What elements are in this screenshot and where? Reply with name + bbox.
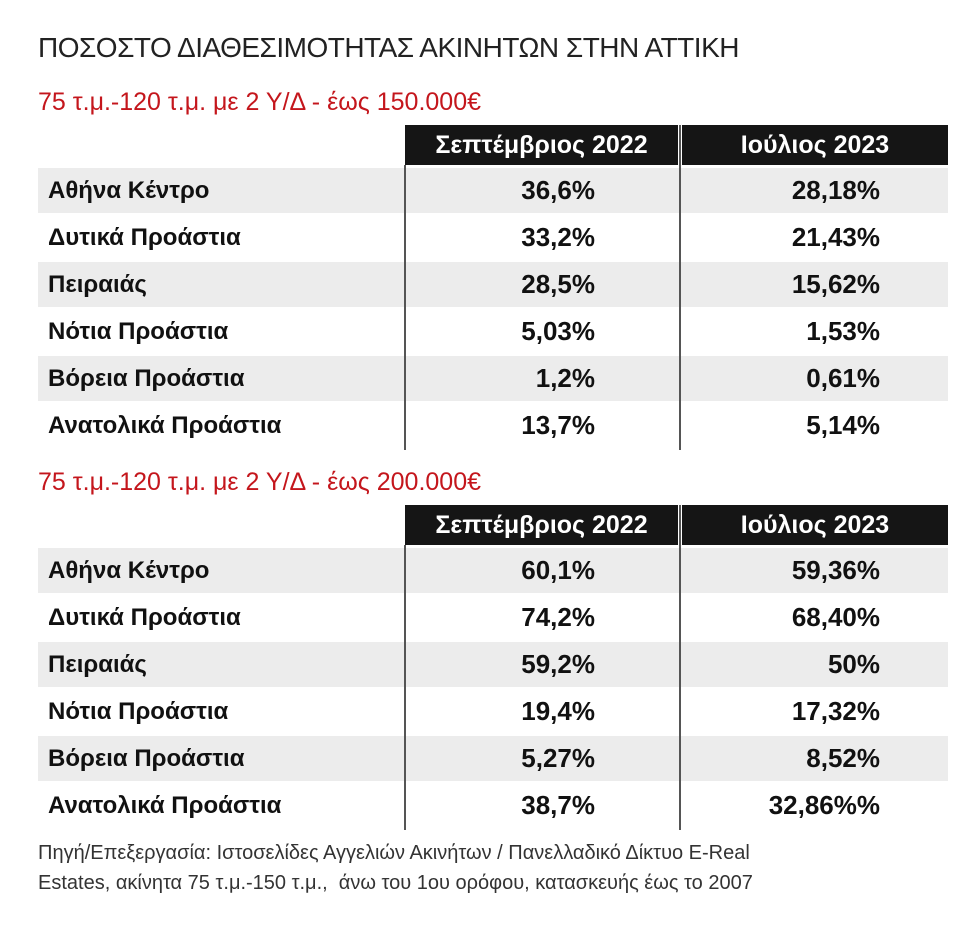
- cell-value: 33,2%: [521, 222, 595, 252]
- title: ΠΟΣΟΣΤΟ ΔΙΑΘΕΣΙΜΟΤΗΤΑΣ ΑΚΙΝΗΤΩΝ ΣΤΗΝ ΑΤΤ…: [38, 32, 739, 63]
- cell-value: 15,62%: [791, 269, 880, 299]
- row-label: Νότια Προάστια: [48, 698, 229, 725]
- row-label: Αθήνα Κέντρο: [48, 557, 210, 584]
- column-divider: [404, 165, 406, 450]
- cell-value: 38,7%: [521, 790, 595, 820]
- column-divider: [679, 125, 681, 450]
- row-label: Βόρεια Προάστια: [48, 745, 245, 772]
- cell-value: 36,6%: [521, 175, 595, 205]
- cell-value: 5,27%: [521, 743, 595, 773]
- row-label: Πειραιάς: [48, 651, 147, 678]
- cell-value: 1,53%: [806, 316, 880, 346]
- cell-value: 59,36%: [791, 555, 880, 585]
- column-header: Ιούλιος 2023: [682, 505, 948, 545]
- cell-value: 8,52%: [806, 743, 880, 773]
- cell-value: 21,43%: [791, 222, 880, 252]
- cell-value: 0,61%: [806, 363, 880, 393]
- cell-value: 5,03%: [521, 316, 595, 346]
- subtitle: 75 τ.μ.-120 τ.μ. με 2 Υ/Δ - έως 200.000€: [38, 468, 482, 496]
- cell-value: 17,32%: [791, 696, 880, 726]
- row-background: [38, 262, 948, 307]
- column-divider: [404, 545, 406, 830]
- row-label: Πειραιάς: [48, 271, 147, 298]
- row-background: [38, 736, 948, 781]
- cell-value: 32,86%%: [768, 790, 880, 820]
- cell-value: 50%: [827, 649, 880, 679]
- column-header: Σεπτέμβριος 2022: [405, 505, 678, 545]
- row-background: [38, 642, 948, 687]
- row-background: [38, 356, 948, 401]
- cell-value: 60,1%: [521, 555, 595, 585]
- row-label: Ανατολικά Προάστια: [48, 792, 282, 819]
- row-label: Δυτικά Προάστια: [48, 224, 241, 251]
- row-background: [38, 168, 948, 213]
- row-label: Ανατολικά Προάστια: [48, 412, 282, 439]
- cell-value: 13,7%: [521, 410, 595, 440]
- cell-value: 19,4%: [521, 696, 595, 726]
- cell-value: 1,2%: [535, 363, 595, 393]
- cell-value: 74,2%: [521, 602, 595, 632]
- column-divider: [679, 505, 681, 830]
- row-label: Βόρεια Προάστια: [48, 365, 245, 392]
- cell-value: 59,2%: [521, 649, 595, 679]
- subtitle: 75 τ.μ.-120 τ.μ. με 2 Υ/Δ - έως 150.000€: [38, 88, 482, 116]
- row-label: Δυτικά Προάστια: [48, 604, 241, 631]
- row-label: Αθήνα Κέντρο: [48, 177, 210, 204]
- row-background: [38, 548, 948, 593]
- cell-value: 68,40%: [791, 602, 880, 632]
- cell-value: 28,18%: [791, 175, 880, 205]
- source-line: Estates, ακίνητα 75 τ.μ.-150 τ.μ., άνω τ…: [38, 872, 753, 894]
- source-line: Πηγή/Επεξεργασία: Ιστοσελίδες Αγγελιών Α…: [38, 842, 750, 864]
- cell-value: 28,5%: [521, 269, 595, 299]
- cell-value: 5,14%: [806, 410, 880, 440]
- row-label: Νότια Προάστια: [48, 318, 229, 345]
- column-header: Σεπτέμβριος 2022: [405, 125, 678, 165]
- column-header: Ιούλιος 2023: [682, 125, 948, 165]
